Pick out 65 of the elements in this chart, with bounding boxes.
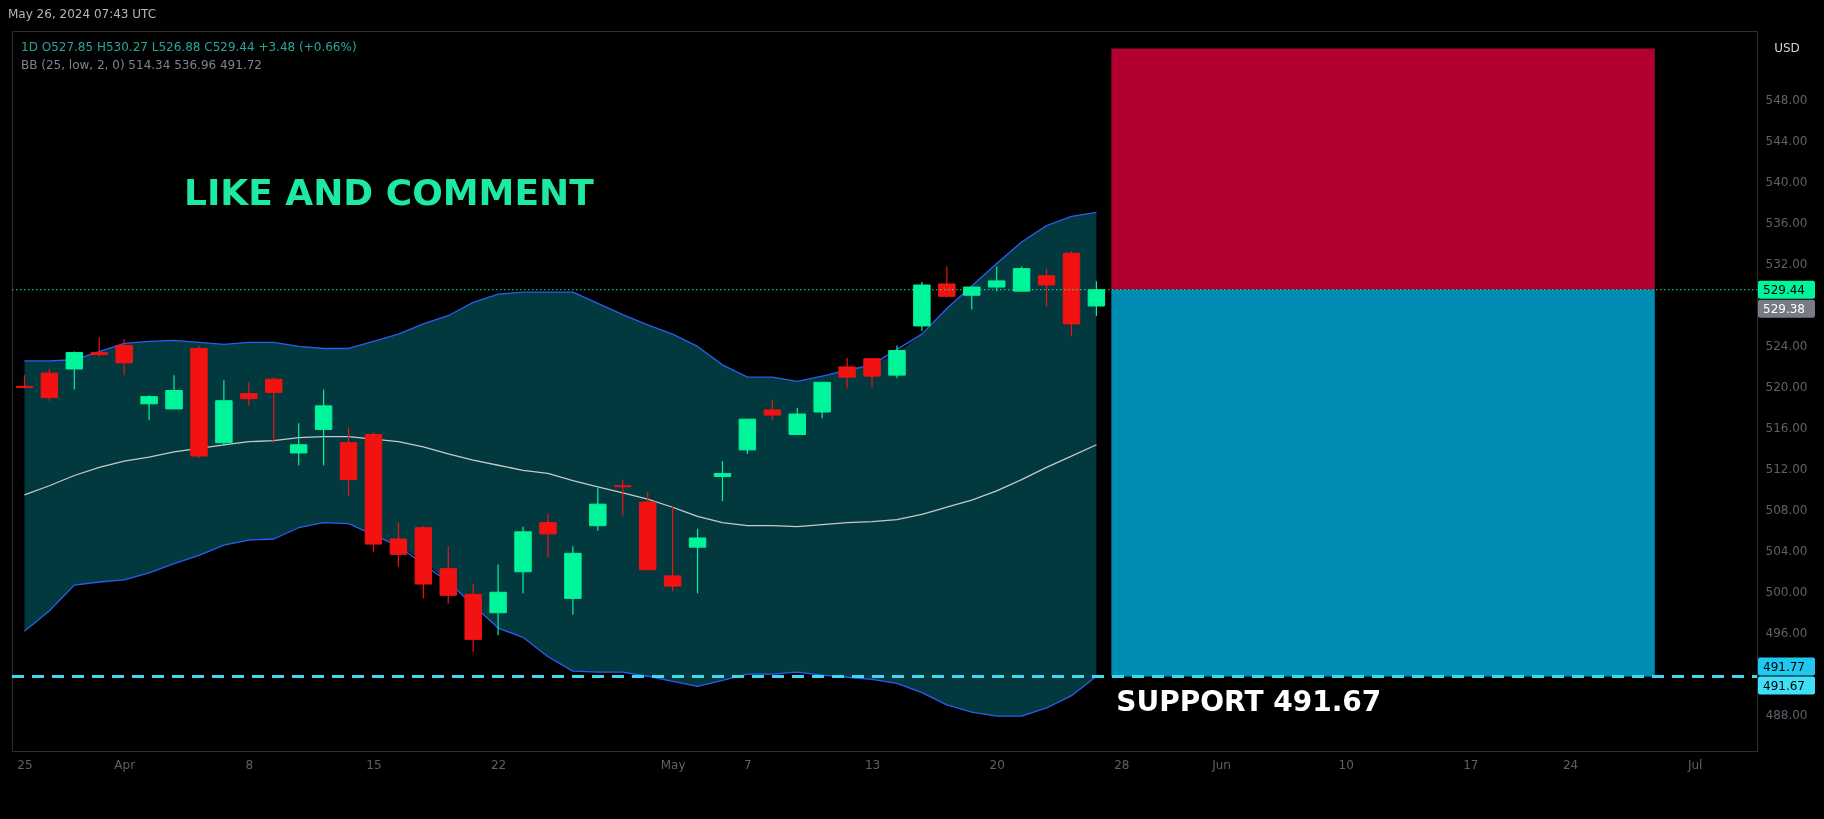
y-tick-label: 496.00 bbox=[1765, 625, 1808, 640]
y-tick-label: 536.00 bbox=[1765, 216, 1808, 231]
candlestick bbox=[838, 357, 856, 390]
y-tick-label: 540.00 bbox=[1765, 175, 1808, 190]
x-tick-label: May bbox=[660, 757, 686, 772]
candlestick bbox=[863, 357, 881, 389]
x-tick-label: 25 bbox=[17, 757, 33, 772]
text: 491.77 bbox=[1763, 659, 1805, 674]
y-tick-label: 544.00 bbox=[1765, 134, 1808, 149]
candlestick bbox=[240, 381, 258, 407]
text: 529.44 bbox=[1763, 282, 1805, 297]
x-tick-label: 17 bbox=[1463, 757, 1479, 772]
candlestick bbox=[663, 505, 682, 592]
y-tick-label: 508.00 bbox=[1765, 502, 1808, 517]
x-tick-label: Apr bbox=[114, 757, 136, 772]
y-tick-label: 488.00 bbox=[1765, 707, 1808, 722]
candlestick bbox=[140, 395, 158, 421]
x-tick-label: 22 bbox=[490, 757, 507, 772]
candlestick bbox=[389, 522, 408, 568]
candlestick bbox=[713, 460, 732, 502]
line-series bbox=[23, 211, 1098, 382]
y-tick-label: 516.00 bbox=[1765, 420, 1808, 435]
text: 529.38 bbox=[1763, 301, 1805, 316]
text: May 26, 2024 07:43 UTC bbox=[8, 7, 157, 21]
y-tick-label: 548.00 bbox=[1765, 93, 1808, 108]
text: BB (25, low, 2, 0) 514.34 536.96 491.72 bbox=[21, 58, 262, 72]
y-axis-title: USD bbox=[1774, 41, 1800, 55]
ref-line-label: SUPPORT 491.67 bbox=[1116, 684, 1382, 718]
candlestick bbox=[289, 422, 308, 466]
x-tick-label: 28 bbox=[1114, 757, 1130, 772]
text: 1D O527.85 H530.27 L526.88 C529.44 +3.48 (+0.66%) bbox=[21, 40, 357, 54]
x-tick-label: 10 bbox=[1338, 757, 1354, 772]
candlestick bbox=[314, 388, 333, 466]
candlestick bbox=[115, 338, 133, 376]
y-tick-label: 524.00 bbox=[1765, 338, 1808, 353]
x-tick-label: 13 bbox=[864, 757, 881, 772]
candlestick bbox=[614, 478, 632, 517]
candlestick bbox=[788, 407, 806, 436]
text: 491.67 bbox=[1763, 678, 1805, 693]
x-tick-label: 24 bbox=[1562, 757, 1579, 772]
y-tick-label: 500.00 bbox=[1765, 584, 1808, 599]
candlestick bbox=[65, 350, 84, 391]
candlestick bbox=[539, 512, 557, 559]
x-tick-label: 20 bbox=[989, 757, 1005, 772]
y-tick-label: 512.00 bbox=[1765, 461, 1808, 476]
candlestick bbox=[1037, 268, 1056, 308]
candlestick bbox=[763, 399, 782, 421]
y-tick-label: 520.00 bbox=[1765, 379, 1808, 394]
x-tick-label: 8 bbox=[245, 757, 254, 772]
line-series bbox=[23, 435, 1098, 528]
x-tick-label: Jun bbox=[1211, 757, 1231, 772]
x-tick-label: Jul bbox=[1686, 757, 1703, 772]
candlestick bbox=[938, 265, 956, 298]
candlestick bbox=[489, 564, 507, 636]
candlestick bbox=[165, 374, 183, 410]
candlestick bbox=[265, 376, 283, 444]
line-series bbox=[23, 521, 1098, 717]
annotation: LIKE AND COMMENT bbox=[184, 172, 595, 213]
y-tick-label: 504.00 bbox=[1765, 543, 1808, 558]
x-tick-label: 15 bbox=[366, 757, 382, 772]
candlestick bbox=[90, 336, 108, 358]
candlestick bbox=[688, 528, 707, 594]
candlestick bbox=[589, 487, 607, 532]
y-tick-label: 532.00 bbox=[1765, 256, 1808, 271]
x-tick-label: 7 bbox=[744, 757, 752, 772]
